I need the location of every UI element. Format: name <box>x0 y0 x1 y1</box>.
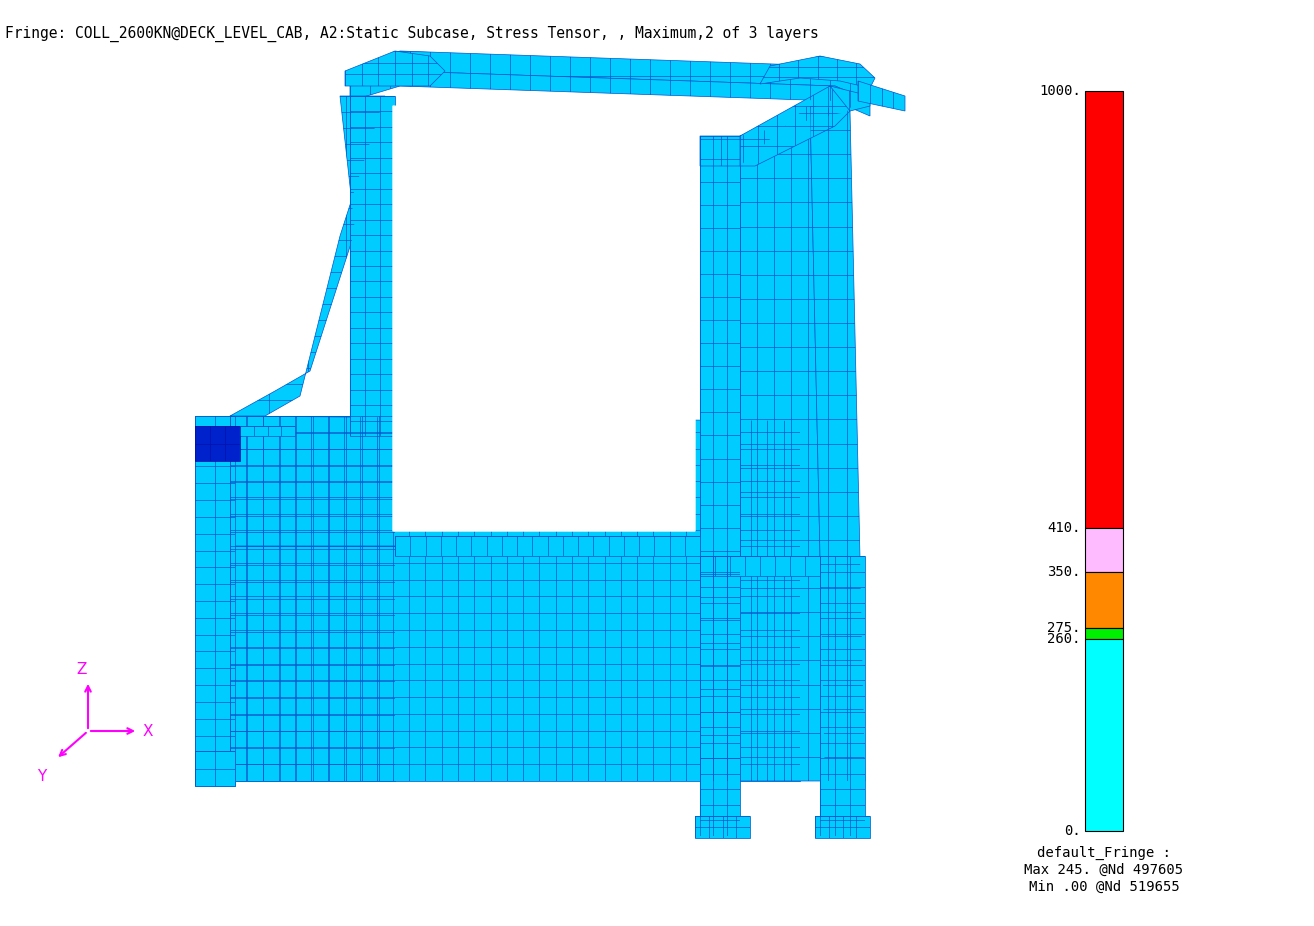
Polygon shape <box>820 556 865 836</box>
Text: 275.: 275. <box>1047 620 1081 634</box>
Polygon shape <box>700 556 820 576</box>
Polygon shape <box>194 751 235 786</box>
Text: 1000.: 1000. <box>1039 84 1081 98</box>
Polygon shape <box>700 136 740 781</box>
Polygon shape <box>230 546 800 781</box>
Text: 410.: 410. <box>1047 520 1081 534</box>
Polygon shape <box>393 106 695 531</box>
Polygon shape <box>700 556 740 836</box>
Text: X: X <box>143 723 154 739</box>
Polygon shape <box>240 426 296 436</box>
Polygon shape <box>230 416 800 546</box>
Text: Z: Z <box>76 662 87 677</box>
Polygon shape <box>695 816 750 838</box>
Polygon shape <box>740 106 825 781</box>
Polygon shape <box>759 56 875 88</box>
Polygon shape <box>230 96 385 416</box>
Polygon shape <box>350 71 870 116</box>
Text: 0.: 0. <box>1064 824 1081 838</box>
Polygon shape <box>350 96 396 436</box>
Text: Fringe: COLL_2600KN@DECK_LEVEL_CAB, A2:Static Subcase, Stress Tensor, , Maximum,: Fringe: COLL_2600KN@DECK_LEVEL_CAB, A2:S… <box>5 26 819 43</box>
Polygon shape <box>346 51 445 86</box>
Polygon shape <box>858 81 905 111</box>
Polygon shape <box>700 86 870 166</box>
Bar <box>1085 628 1123 639</box>
Text: default_Fringe :: default_Fringe : <box>1037 846 1171 860</box>
Text: Y: Y <box>37 769 46 784</box>
Polygon shape <box>230 416 396 781</box>
Polygon shape <box>815 816 870 838</box>
Bar <box>1085 528 1123 572</box>
Text: 260.: 260. <box>1047 632 1081 645</box>
Bar <box>1085 572 1123 628</box>
Text: 350.: 350. <box>1047 565 1081 579</box>
Polygon shape <box>194 426 240 461</box>
Polygon shape <box>350 51 870 101</box>
Bar <box>1085 91 1123 528</box>
Bar <box>1085 639 1123 831</box>
Polygon shape <box>396 536 700 556</box>
Polygon shape <box>194 416 235 786</box>
Polygon shape <box>809 106 865 781</box>
Text: Max 245. @Nd 497605: Max 245. @Nd 497605 <box>1025 863 1184 877</box>
Polygon shape <box>740 86 850 166</box>
Text: Min .00 @Nd 519655: Min .00 @Nd 519655 <box>1029 880 1180 894</box>
